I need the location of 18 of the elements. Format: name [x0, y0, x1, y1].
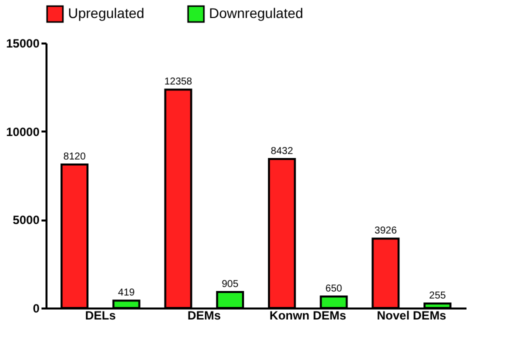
y-tick-label: 0 — [32, 302, 40, 316]
data-label: 12358 — [164, 76, 193, 88]
data-label: 255 — [429, 290, 446, 302]
data-label: 8432 — [270, 146, 294, 158]
legend-label: Downregulated — [209, 5, 304, 22]
data-label: 8120 — [63, 152, 86, 163]
data-label: 650 — [325, 284, 343, 295]
y-tick-label: 15000 — [6, 36, 40, 50]
data-label: 3926 — [374, 226, 398, 237]
data-label: 905 — [222, 279, 239, 290]
x-tick-label: Novel DEMs — [376, 308, 447, 322]
y-tick-label: 5000 — [12, 213, 40, 228]
x-tick-label: Konwn DEMs — [270, 308, 347, 322]
x-tick-label: DEMs — [187, 308, 222, 322]
y-tick-label: 10000 — [6, 124, 40, 139]
x-tick-label: DELs — [85, 308, 116, 322]
legend-label: Upregulated — [68, 5, 144, 22]
data-label: 419 — [118, 288, 136, 299]
